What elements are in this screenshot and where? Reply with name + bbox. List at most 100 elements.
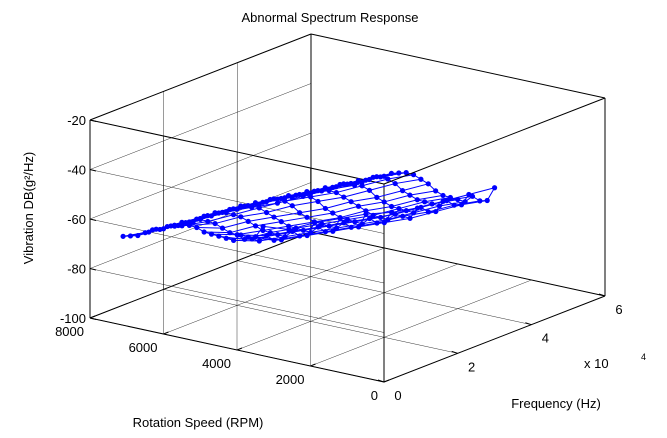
- data-point: [260, 223, 266, 230]
- data-mesh: [120, 170, 498, 244]
- data-point: [381, 220, 387, 226]
- data-point: [341, 194, 347, 200]
- data-point: [241, 236, 248, 242]
- data-point: [300, 193, 306, 199]
- data-point: [374, 174, 380, 180]
- grid-line: [163, 247, 385, 335]
- data-point: [400, 213, 406, 219]
- y-tick: [163, 331, 169, 335]
- data-point: [381, 173, 387, 179]
- data-point: [315, 224, 321, 230]
- z-tick-labels: -100 -80 -60 -40 -20: [60, 113, 86, 326]
- data-point: [271, 237, 277, 243]
- data-point: [396, 170, 402, 176]
- data-point: [219, 225, 226, 231]
- data-point: [444, 198, 450, 204]
- data-point: [227, 230, 233, 236]
- data-point: [433, 188, 439, 194]
- data-point: [341, 220, 347, 226]
- data-point: [326, 186, 332, 193]
- data-point: [304, 232, 310, 239]
- data-point: [388, 203, 395, 210]
- data-point: [307, 190, 314, 197]
- data-point: [256, 201, 262, 208]
- data-point: [311, 219, 317, 225]
- data-point: [175, 222, 181, 229]
- data-point: [462, 199, 468, 205]
- data-point: [385, 216, 391, 223]
- data-point: [422, 199, 428, 205]
- z-axis-label: Vibration DB(g²/Hz): [21, 152, 36, 264]
- grid-line: [89, 231, 312, 319]
- data-point: [458, 202, 465, 208]
- z-tick: [89, 218, 97, 221]
- data-point: [319, 188, 325, 194]
- data-point: [234, 206, 240, 212]
- y-tick-label: 8000: [55, 324, 84, 339]
- data-point: [308, 229, 314, 236]
- y-tick: [89, 315, 96, 319]
- data-point: [245, 218, 251, 224]
- data-point: [289, 203, 295, 209]
- z-tick-label: -20: [67, 113, 86, 128]
- data-point: [282, 195, 288, 201]
- data-point: [194, 224, 200, 231]
- grid-line: [89, 169, 385, 234]
- chart-title: Abnormal Spectrum Response: [241, 10, 418, 25]
- z-tick-label: -80: [67, 262, 86, 277]
- data-point: [186, 219, 192, 225]
- data-point: [297, 233, 303, 239]
- data-point: [197, 215, 203, 222]
- data-point: [216, 233, 222, 239]
- data-point: [359, 221, 365, 227]
- data-point: [315, 198, 321, 205]
- data-point: [263, 199, 270, 205]
- data-point: [366, 176, 372, 183]
- y-tick-label: 4000: [202, 356, 231, 371]
- x-tick: [525, 322, 532, 326]
- data-point: [260, 227, 266, 234]
- z-tick: [89, 119, 97, 122]
- y-tick-label: 6000: [129, 340, 158, 355]
- data-point: [234, 232, 240, 238]
- data-point: [388, 170, 395, 177]
- data-point: [396, 205, 402, 212]
- data-point: [153, 226, 159, 232]
- x-tick-label: 0: [394, 388, 401, 403]
- data-point: [275, 232, 281, 238]
- z-tick-label: -40: [67, 163, 86, 178]
- x-tick: [377, 379, 385, 383]
- data-point: [330, 228, 336, 234]
- data-point: [414, 197, 420, 203]
- data-point: [355, 224, 362, 230]
- data-point: [223, 235, 229, 241]
- y-tick-labels: 0 2000 4000 6000 8000: [55, 324, 378, 403]
- z-tick: [89, 169, 97, 172]
- y-tick: [383, 379, 390, 383]
- data-point: [418, 204, 424, 210]
- mesh-connector: [181, 174, 414, 227]
- data-point: [344, 217, 351, 223]
- x-axis-label: Frequency (Hz): [511, 396, 601, 411]
- data-point: [274, 200, 281, 206]
- y-tick-label: 2000: [276, 372, 305, 387]
- data-point: [352, 182, 358, 188]
- data-point: [278, 237, 285, 243]
- data-point: [253, 234, 259, 240]
- data-point: [249, 236, 255, 242]
- data-point: [429, 201, 435, 207]
- data-point: [249, 204, 255, 211]
- data-point: [120, 233, 126, 239]
- data-point: [319, 221, 325, 227]
- data-point: [289, 194, 295, 200]
- data-point: [230, 206, 236, 212]
- data-point: [366, 215, 373, 222]
- data-point: [238, 203, 244, 209]
- data-point: [127, 233, 134, 239]
- data-point: [212, 220, 218, 227]
- data-point: [205, 213, 211, 219]
- front-edge: [310, 33, 606, 99]
- data-point: [271, 214, 277, 220]
- grid-line: [236, 263, 459, 351]
